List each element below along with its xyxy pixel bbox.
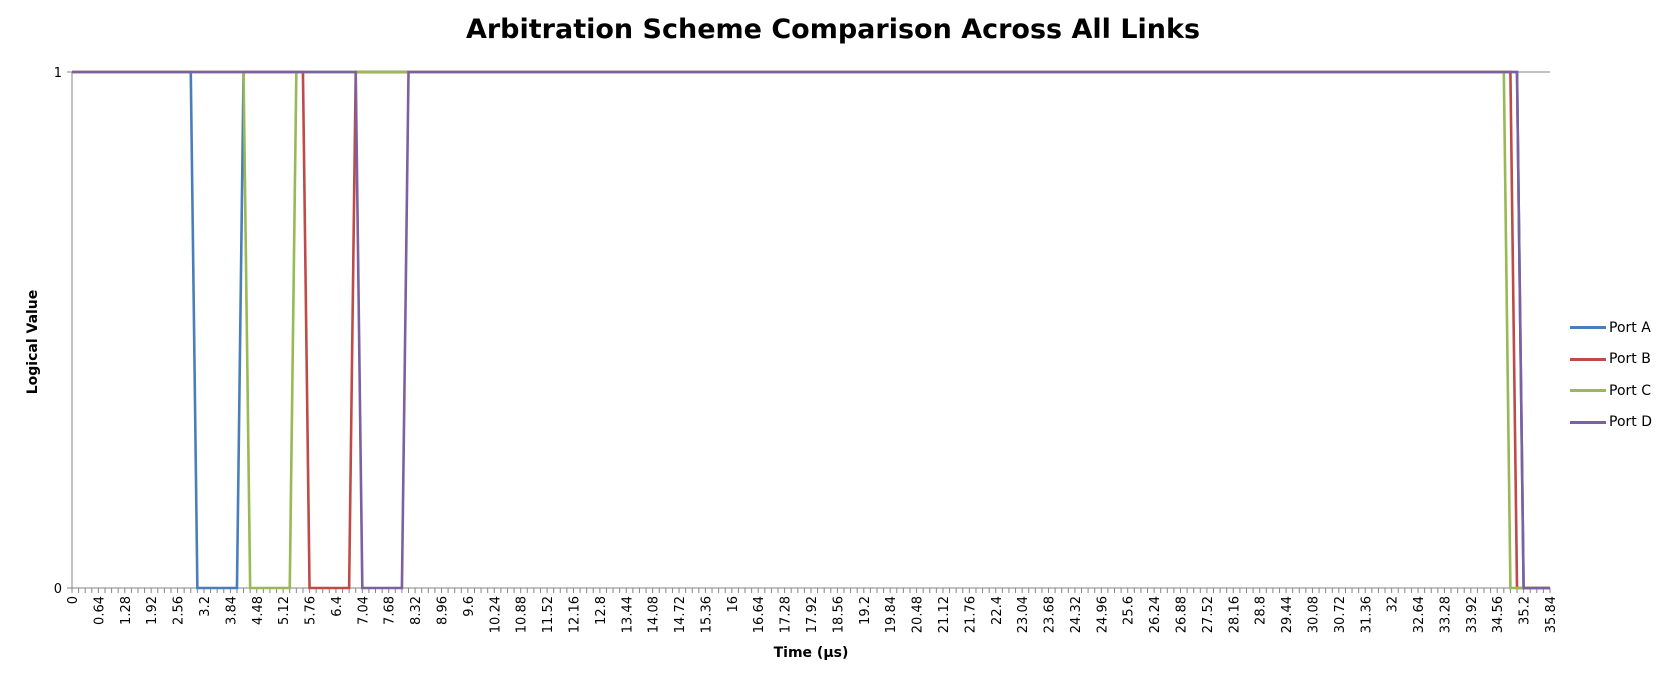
x-tick-label: 19.84 [884,596,899,633]
x-tick-label: 17.92 [805,596,820,633]
x-tick-label: 23.04 [1016,596,1031,633]
x-tick-label: 20.48 [911,596,926,633]
series-line-port-b [72,70,1550,590]
x-tick-label: 14.72 [673,596,688,633]
x-tick-label: 2.56 [172,596,187,625]
x-tick-label: 21.12 [937,596,952,633]
legend-item: Port D [1570,407,1652,439]
legend-item: Port B [1570,344,1652,376]
ticks-layer: 0 0.64 1.28 1.92 2.56 3.2 3.84 4.48 5.12 5.76 6.4 7… [54,66,1559,633]
x-tick-label: 35.84 [1544,596,1559,633]
x-tick-label: 21.76 [963,596,978,633]
legend-swatch [1570,420,1606,424]
x-tick-label: 0 [66,596,81,604]
x-tick-label: 12.8 [594,596,609,625]
x-tick-label: 5.12 [277,596,292,625]
legend-label: Port C [1609,382,1651,399]
x-tick-label: 35.2 [1518,596,1533,625]
y-tick-label: 1 [54,66,62,81]
x-tick-label: 29.44 [1280,596,1295,633]
x-tick-label: 9.6 [462,596,477,617]
x-tick-label: 28.16 [1227,596,1242,633]
legend-label: Port D [1609,414,1652,431]
y-tick-label: 0 [54,582,62,597]
x-tick-label: 16 [726,596,741,613]
x-tick-label: 33.92 [1465,596,1480,633]
x-tick-label: 34.56 [1491,596,1506,633]
series-line-port-c [72,70,1550,590]
x-tick-label: 31.36 [1359,596,1374,633]
x-tick-label: 26.88 [1175,596,1190,633]
x-tick-label: 32.64 [1412,596,1427,633]
x-tick-label: 30.08 [1306,596,1321,633]
x-tick-label: 16.64 [752,596,767,633]
x-tick-label: 22.4 [990,596,1005,625]
x-tick-label: 24.32 [1069,596,1084,633]
x-tick-label: 7.68 [383,596,398,625]
x-tick-label: 11.52 [541,596,556,633]
legend-swatch [1570,389,1606,393]
x-tick-label: 1.92 [145,596,160,625]
legend-label: Port A [1609,319,1651,336]
x-tick-label: 7.04 [356,596,371,625]
x-tick-label: 10.88 [515,596,530,633]
x-tick-label: 8.96 [436,596,451,625]
series-line-port-d [72,70,1550,590]
x-tick-label: 25.6 [1122,596,1137,625]
x-tick-label: 12.16 [567,596,582,633]
legend-swatch [1570,326,1606,330]
chart-title: Arbitration Scheme Comparison Across All… [465,14,1201,45]
x-tick-label: 30.72 [1333,596,1348,633]
legend-label: Port B [1609,351,1651,368]
x-tick-label: 17.28 [779,596,794,633]
x-tick-label: 4.48 [251,596,266,625]
x-tick-label: 0.64 [92,596,107,625]
x-tick-label: 5.76 [304,596,319,625]
x-tick-label: 10.24 [488,596,503,633]
x-tick-label: 26.24 [1148,596,1163,633]
chart-legend: Port A Port B Port C Port D [1570,312,1652,438]
legend-item: Port A [1570,312,1652,344]
x-tick-label: 14.08 [647,596,662,633]
x-tick-label: 24.96 [1095,596,1110,633]
legend-swatch [1570,357,1606,361]
x-tick-label: 8.32 [409,596,424,625]
x-tick-label: 3.84 [224,596,239,625]
series-layer [72,70,1550,590]
x-tick-label: 15.36 [699,596,714,633]
x-tick-label: 19.2 [858,596,873,625]
x-tick-label: 23.68 [1043,596,1058,633]
x-tick-label: 1.28 [119,596,134,625]
x-axis-label: Time (µs) [773,645,849,661]
x-tick-label: 28.8 [1254,596,1269,625]
legend-item: Port C [1570,375,1652,407]
x-tick-label: 6.4 [330,596,345,617]
x-tick-label: 3.2 [198,596,213,617]
x-tick-label: 27.52 [1201,596,1216,633]
x-tick-label: 32 [1386,596,1401,613]
x-tick-label: 18.56 [831,596,846,633]
x-tick-label: 13.44 [620,596,635,633]
x-tick-label: 33.28 [1438,596,1453,633]
